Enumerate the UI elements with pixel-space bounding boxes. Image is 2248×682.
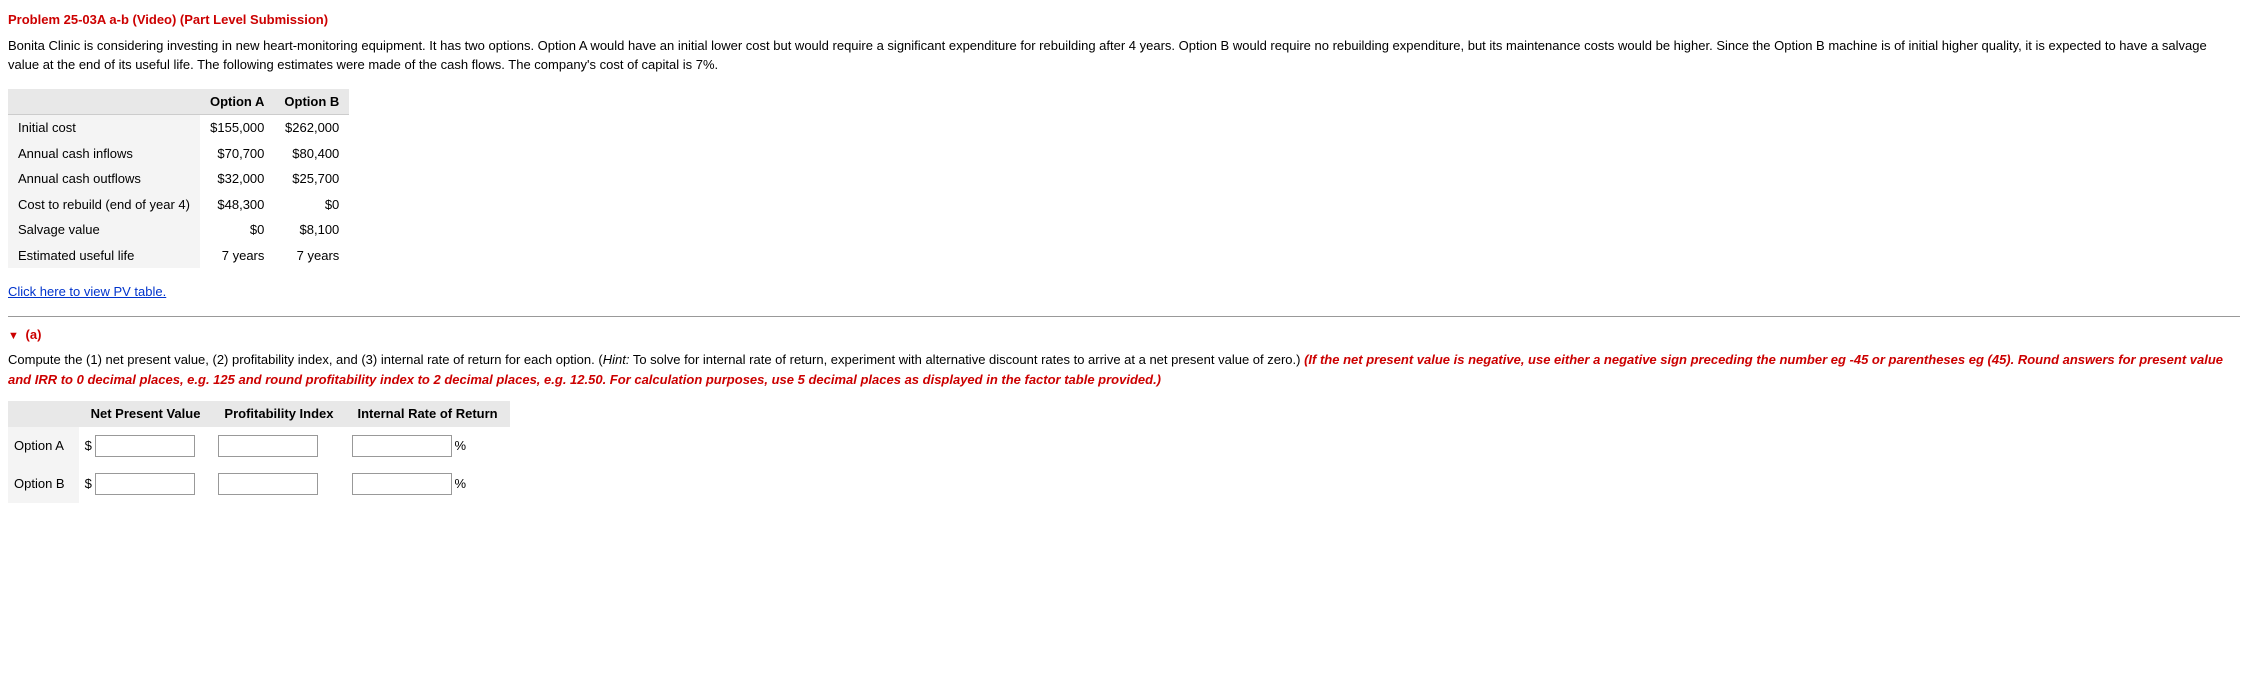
- caret-down-icon: ▼: [8, 330, 19, 342]
- row-label: Annual cash outflows: [8, 166, 200, 192]
- npv-cell: $: [79, 465, 213, 503]
- problem-intro: Bonita Clinic is considering investing i…: [8, 36, 2240, 75]
- answer-row: Option A $%: [8, 427, 510, 465]
- cell-option-a: $32,000: [200, 166, 274, 192]
- table-row: Annual cash inflows$70,700$80,400: [8, 141, 349, 167]
- hint-label: Hint:: [603, 352, 630, 367]
- irr-input[interactable]: [352, 435, 452, 457]
- answer-table: Net Present Value Profitability Index In…: [8, 401, 510, 503]
- answer-row-label: Option B: [8, 465, 79, 503]
- table-row: Salvage value$0$8,100: [8, 217, 349, 243]
- row-label: Salvage value: [8, 217, 200, 243]
- answer-row-label: Option A: [8, 427, 79, 465]
- estimates-table: Option A Option B Initial cost$155,000$2…: [8, 89, 349, 269]
- pi-input[interactable]: [218, 435, 318, 457]
- part-a-question: Compute the (1) net present value, (2) p…: [8, 350, 2240, 389]
- ans-col-irr: Internal Rate of Return: [346, 401, 510, 427]
- problem-title: Problem 25-03A a-b (Video) (Part Level S…: [8, 10, 2240, 30]
- hint-text: To solve for internal rate of return, ex…: [629, 352, 1304, 367]
- percent-sign: %: [455, 438, 467, 453]
- percent-sign: %: [455, 476, 467, 491]
- row-label: Estimated useful life: [8, 243, 200, 269]
- row-label: Annual cash inflows: [8, 141, 200, 167]
- pv-table-link[interactable]: Click here to view PV table.: [8, 282, 166, 302]
- col-option-b: Option B: [274, 89, 349, 115]
- table-row: Estimated useful life7 years7 years: [8, 243, 349, 269]
- col-blank: [8, 89, 200, 115]
- table-row: Cost to rebuild (end of year 4)$48,300$0: [8, 192, 349, 218]
- cell-option-b: $25,700: [274, 166, 349, 192]
- pi-cell: [212, 465, 345, 503]
- npv-cell: $: [79, 427, 213, 465]
- cell-option-a: $0: [200, 217, 274, 243]
- row-label: Initial cost: [8, 115, 200, 141]
- cell-option-b: $8,100: [274, 217, 349, 243]
- pi-cell: [212, 427, 345, 465]
- cell-option-a: $155,000: [200, 115, 274, 141]
- npv-input[interactable]: [95, 473, 195, 495]
- col-option-a: Option A: [200, 89, 274, 115]
- irr-cell: %: [346, 427, 510, 465]
- dollar-sign: $: [85, 476, 92, 491]
- irr-input[interactable]: [352, 473, 452, 495]
- cell-option-b: $0: [274, 192, 349, 218]
- answer-row: Option B $%: [8, 465, 510, 503]
- cell-option-b: $80,400: [274, 141, 349, 167]
- pi-input[interactable]: [218, 473, 318, 495]
- npv-input[interactable]: [95, 435, 195, 457]
- table-row: Initial cost$155,000$262,000: [8, 115, 349, 141]
- part-a-toggle[interactable]: ▼ (a): [8, 325, 2240, 345]
- cell-option-b: 7 years: [274, 243, 349, 269]
- part-a-label: (a): [26, 327, 42, 342]
- cell-option-b: $262,000: [274, 115, 349, 141]
- question-pre: Compute the (1) net present value, (2) p…: [8, 352, 603, 367]
- table-row: Annual cash outflows$32,000$25,700: [8, 166, 349, 192]
- ans-col-npv: Net Present Value: [79, 401, 213, 427]
- ans-col-blank: [8, 401, 79, 427]
- dollar-sign: $: [85, 438, 92, 453]
- cell-option-a: $48,300: [200, 192, 274, 218]
- irr-cell: %: [346, 465, 510, 503]
- row-label: Cost to rebuild (end of year 4): [8, 192, 200, 218]
- ans-col-pi: Profitability Index: [212, 401, 345, 427]
- cell-option-a: 7 years: [200, 243, 274, 269]
- cell-option-a: $70,700: [200, 141, 274, 167]
